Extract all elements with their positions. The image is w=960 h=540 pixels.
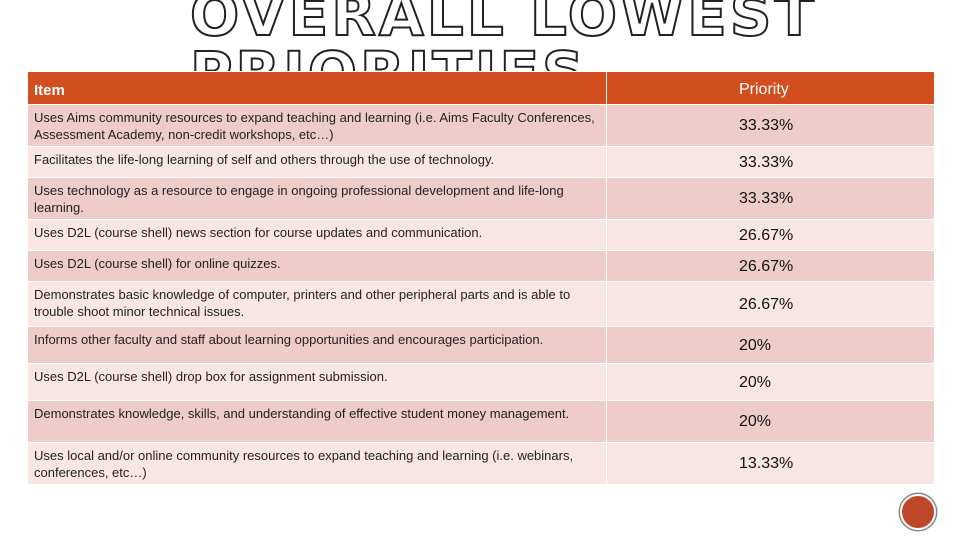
- table-row: Uses D2L (course shell) for online quizz…: [27, 250, 935, 282]
- priority-cell: 20%: [606, 363, 935, 401]
- priority-cell: 26.67%: [606, 219, 935, 251]
- priority-cell: 33.33%: [606, 146, 935, 178]
- item-cell: Uses D2L (course shell) news section for…: [27, 219, 607, 251]
- item-cell: Informs other faculty and staff about le…: [27, 326, 607, 364]
- priority-cell: 26.67%: [606, 281, 935, 327]
- table-row: Uses D2L (course shell) news section for…: [27, 219, 935, 251]
- item-cell: Uses local and/or online community resou…: [27, 442, 607, 485]
- table-row: Demonstrates basic knowledge of computer…: [27, 281, 935, 327]
- priority-cell: 20%: [606, 400, 935, 443]
- priorities-table: Item Priority Uses Aims community resour…: [27, 71, 935, 485]
- priority-cell: 33.33%: [606, 104, 935, 147]
- table-row: Informs other faculty and staff about le…: [27, 326, 935, 364]
- table-header-row: Item Priority: [27, 71, 935, 105]
- priority-cell: 26.67%: [606, 250, 935, 282]
- slide-title-line-1: OVERALL LOWEST: [189, 0, 818, 49]
- priority-cell: 20%: [606, 326, 935, 364]
- item-cell: Uses Aims community resources to expand …: [27, 104, 607, 147]
- table-row: Demonstrates knowledge, skills, and unde…: [27, 400, 935, 443]
- table-row: Uses local and/or online community resou…: [27, 442, 935, 485]
- priority-cell: 33.33%: [606, 177, 935, 220]
- item-cell: Demonstrates knowledge, skills, and unde…: [27, 400, 607, 443]
- item-cell: Uses technology as a resource to engage …: [27, 177, 607, 220]
- priority-cell: 13.33%: [606, 442, 935, 485]
- circle-badge-icon: [900, 494, 936, 530]
- item-cell: Facilitates the life-long learning of se…: [27, 146, 607, 178]
- table-row: Uses Aims community resources to expand …: [27, 104, 935, 147]
- item-column-header: Item: [27, 71, 607, 105]
- item-cell: Demonstrates basic knowledge of computer…: [27, 281, 607, 327]
- item-cell: Uses D2L (course shell) for online quizz…: [27, 250, 607, 282]
- table-row: Uses D2L (course shell) drop box for ass…: [27, 363, 935, 401]
- table-row: Facilitates the life-long learning of se…: [27, 146, 935, 178]
- item-cell: Uses D2L (course shell) drop box for ass…: [27, 363, 607, 401]
- table-row: Uses technology as a resource to engage …: [27, 177, 935, 220]
- priority-column-header: Priority: [606, 71, 935, 105]
